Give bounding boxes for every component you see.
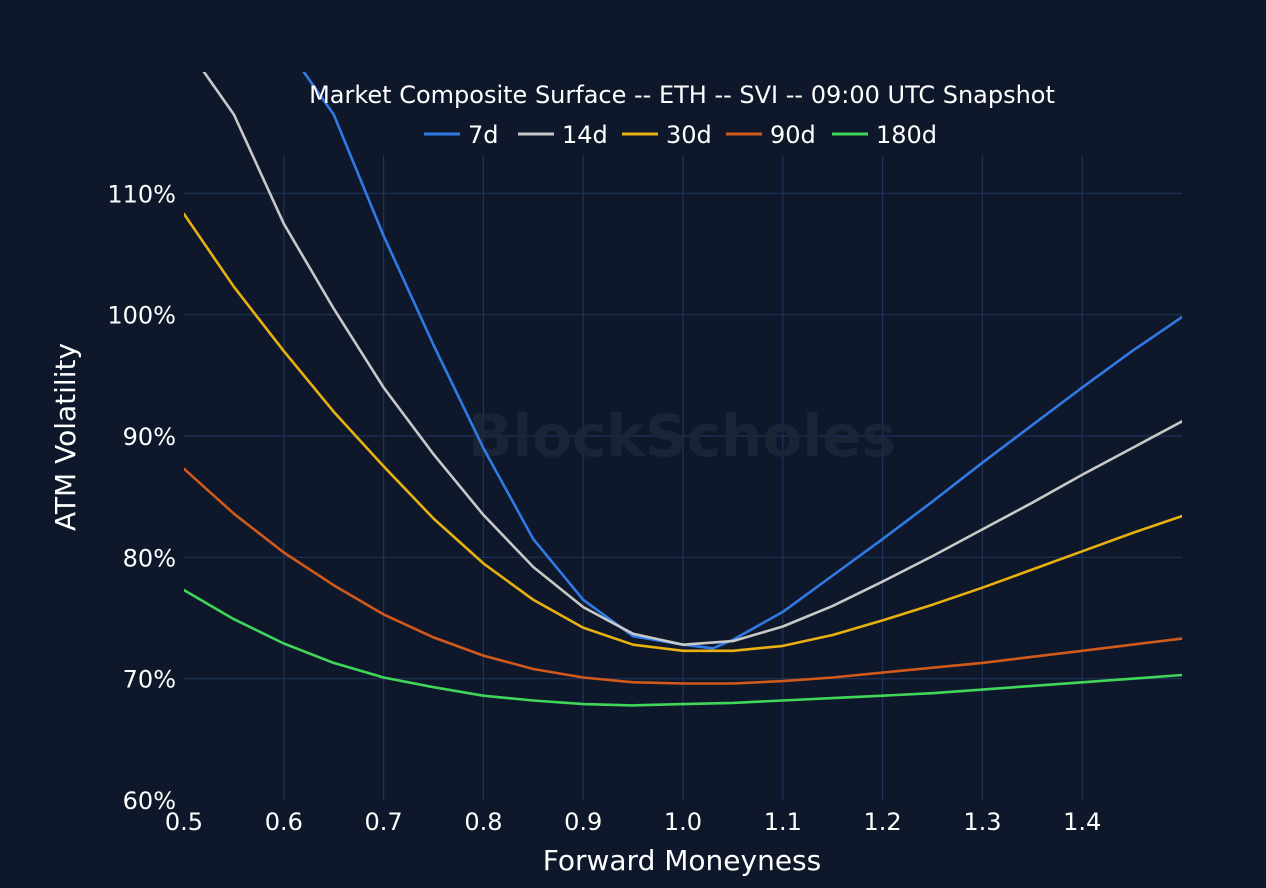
x-tick-label: 1.2 <box>864 808 902 836</box>
series-line-180d <box>184 588 1182 707</box>
legend[interactable]: 7d 14d 30d 90d 180d <box>424 121 937 149</box>
x-axis-label: Forward Moneyness <box>543 844 821 877</box>
y-axis-ticks: 60% 70% 80% 90% 100% 110% <box>107 180 176 815</box>
legend-item-90d[interactable]: 90d <box>726 121 816 149</box>
x-tick-label: 0.7 <box>365 808 403 836</box>
series-line-30d <box>184 212 1182 653</box>
x-tick-label: 1.1 <box>764 808 802 836</box>
x-tick-label: 1.4 <box>1063 808 1101 836</box>
legend-item-7d[interactable]: 7d <box>424 121 499 149</box>
legend-label: 90d <box>770 121 816 149</box>
y-tick-label: 90% <box>123 423 176 451</box>
y-tick-label: 70% <box>123 666 176 694</box>
series-line-7d <box>302 72 1182 650</box>
series-layer <box>184 72 1182 707</box>
legend-item-30d[interactable]: 30d <box>622 121 712 149</box>
y-tick-label: 60% <box>123 787 176 815</box>
x-tick-label: 1.3 <box>963 808 1001 836</box>
x-tick-label: 0.5 <box>165 808 203 836</box>
series-line-90d <box>184 467 1182 685</box>
legend-label: 7d <box>468 121 499 149</box>
series-line-14d <box>202 72 1182 646</box>
x-axis-ticks: 0.5 0.6 0.7 0.8 0.9 1.0 1.1 1.2 1.3 1.4 <box>165 808 1101 836</box>
legend-item-180d[interactable]: 180d <box>832 121 937 149</box>
x-tick-label: 1.0 <box>664 808 702 836</box>
x-tick-label: 0.6 <box>265 808 303 836</box>
legend-label: 14d <box>562 121 608 149</box>
y-tick-label: 110% <box>107 180 176 208</box>
chart-title: Market Composite Surface -- ETH -- SVI -… <box>309 81 1055 109</box>
legend-label: 180d <box>876 121 937 149</box>
y-tick-label: 80% <box>123 544 176 572</box>
legend-label: 30d <box>666 121 712 149</box>
x-tick-label: 0.8 <box>464 808 502 836</box>
x-tick-label: 0.9 <box>564 808 602 836</box>
y-axis-label: ATM Volatility <box>49 343 82 531</box>
y-tick-label: 100% <box>107 302 176 330</box>
legend-item-14d[interactable]: 14d <box>518 121 608 149</box>
grid <box>184 155 1182 800</box>
watermark-text: BlockScholes <box>468 402 896 470</box>
